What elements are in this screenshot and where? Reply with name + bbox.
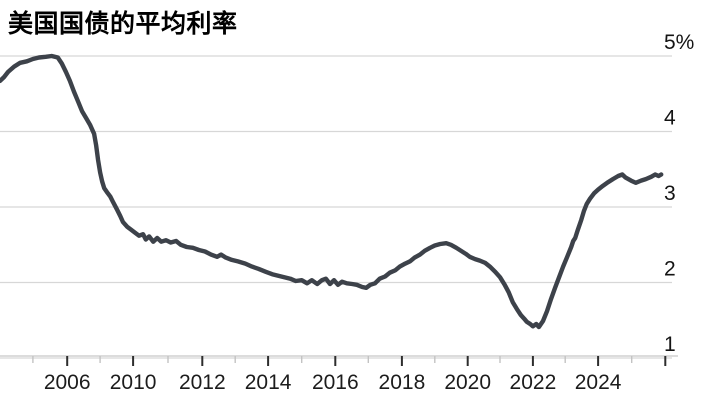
x-tick-label: 2012 (179, 371, 226, 394)
chart-title: 美国国债的平均利率 (8, 10, 238, 38)
x-tick-label: 2020 (444, 371, 491, 394)
y-tick-label: 3 (664, 182, 676, 205)
y-tick-label: 2 (664, 258, 676, 281)
x-tick-label: 2016 (312, 371, 359, 394)
y-tick-label: 4 (664, 107, 676, 130)
y-tick-label: 1 (664, 333, 676, 356)
data-line (0, 53, 664, 330)
x-tick-label: 2014 (245, 371, 292, 394)
x-tick-label: 2024 (575, 371, 622, 394)
x-tick-label: 2022 (510, 371, 557, 394)
y-tick-label: 5% (664, 31, 694, 54)
x-tick-label: 2018 (379, 371, 426, 394)
x-tick-label: 2006 (44, 371, 91, 394)
x-tick-label: 2010 (110, 371, 157, 394)
